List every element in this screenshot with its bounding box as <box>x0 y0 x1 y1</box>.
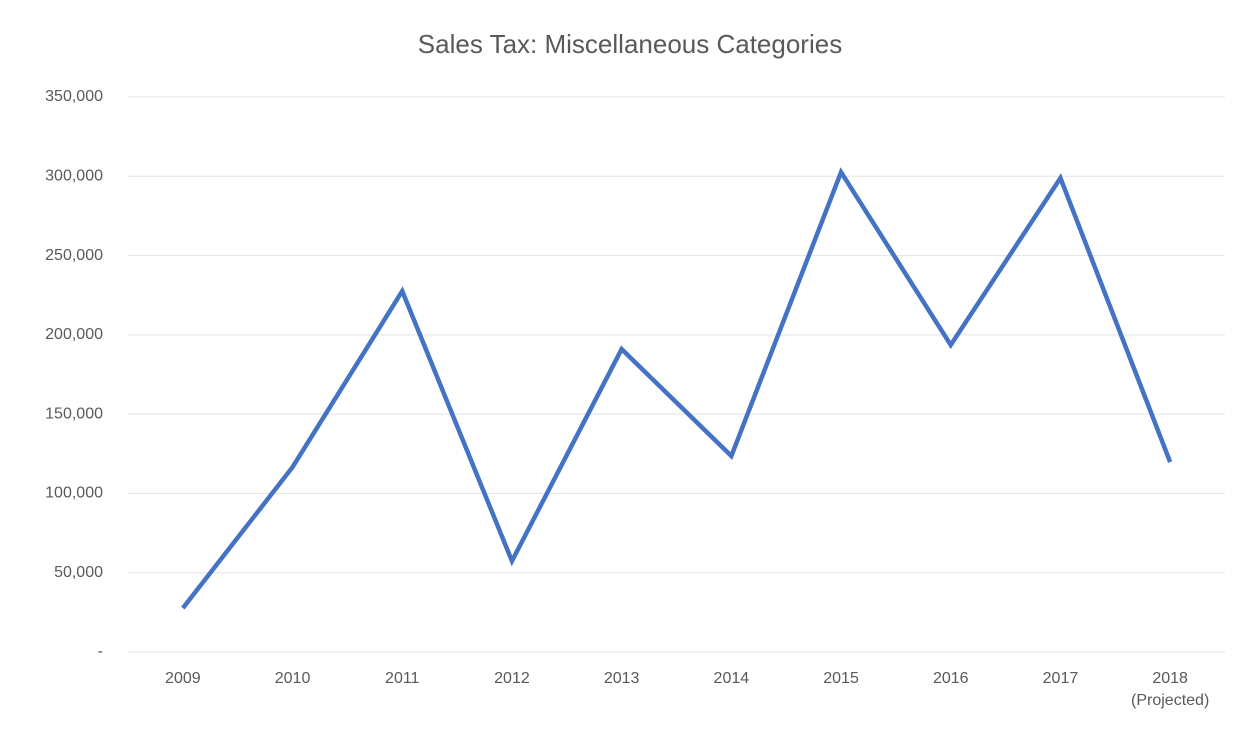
x-tick-label: 2013 <box>603 670 640 687</box>
chart-title: Sales Tax: Miscellaneous Categories <box>418 29 842 59</box>
x-tick-label: 2017 <box>1042 670 1079 687</box>
y-tick-label: 350,000 <box>45 88 103 105</box>
x-tick-label: 2011 <box>385 670 420 687</box>
y-tick-label: - <box>98 643 103 660</box>
x-tick-label: 2018 (Projected) <box>1131 670 1210 709</box>
x-tick-label: 2012 <box>494 670 530 687</box>
y-tick-label: 50,000 <box>54 564 103 581</box>
y-tick-label: 100,000 <box>45 485 103 502</box>
y-tick-label: 200,000 <box>45 326 103 343</box>
x-tick-label: 2016 <box>932 670 969 687</box>
y-tick-label: 250,000 <box>45 247 103 264</box>
x-tick-label: 2010 <box>274 670 311 687</box>
y-tick-label: 150,000 <box>45 405 103 422</box>
x-tick-label: 2015 <box>823 670 859 687</box>
line-series <box>181 167 1173 610</box>
x-tick-label: 2014 <box>713 670 750 687</box>
y-tick-label: 300,000 <box>45 168 103 185</box>
x-tick-label: 2009 <box>165 670 201 687</box>
